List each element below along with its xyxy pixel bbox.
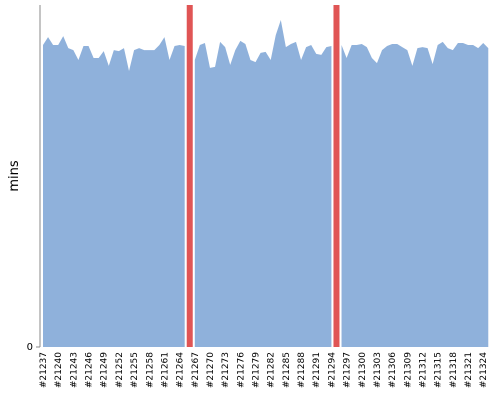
x-tick-label: #21306 xyxy=(388,352,398,388)
x-tick-label: #21291 xyxy=(312,352,322,388)
x-tick-label: #21249 xyxy=(100,352,110,388)
x-tick-label: #21315 xyxy=(434,352,444,388)
x-tick-label: #21309 xyxy=(403,352,413,388)
x-tick-label: #21243 xyxy=(69,352,79,388)
build-time-area xyxy=(194,20,332,347)
x-tick-label: #21237 xyxy=(39,352,49,388)
x-tick-label: #21324 xyxy=(479,352,489,388)
x-tick-label: #21282 xyxy=(267,352,277,388)
x-tick-label: #21264 xyxy=(176,352,186,388)
x-tick-label: #21303 xyxy=(373,352,383,388)
failed-build xyxy=(333,5,340,347)
x-tick-label: #21318 xyxy=(449,352,459,388)
failed-build xyxy=(186,5,193,347)
x-tick-label: #21279 xyxy=(252,352,262,388)
x-tick-label: #21276 xyxy=(236,352,246,388)
x-tick-label: #21240 xyxy=(54,352,64,388)
y-tick-label: 0 xyxy=(27,342,33,353)
x-tick-label: #21258 xyxy=(145,352,155,388)
x-tick-label: #21267 xyxy=(191,352,201,388)
x-tick-label: #21273 xyxy=(221,352,231,388)
x-tick-label: #21321 xyxy=(464,352,474,388)
x-tick-label: #21288 xyxy=(297,352,307,388)
x-tick-label: #21312 xyxy=(419,352,429,388)
build-time-area xyxy=(43,36,185,347)
x-tick-label: #21294 xyxy=(327,352,337,388)
x-tick-label: #21300 xyxy=(358,352,368,388)
y-axis-label: mins xyxy=(7,160,22,192)
x-tick-label: #21270 xyxy=(206,352,216,388)
x-tick-label: #21252 xyxy=(115,352,125,388)
x-tick-label: #21255 xyxy=(130,352,140,388)
x-tick-label: #21285 xyxy=(282,352,292,388)
x-tick-label: #21297 xyxy=(343,352,353,388)
build-time-area xyxy=(341,41,489,347)
x-tick-label: #21261 xyxy=(160,352,170,388)
x-tick-label: #21246 xyxy=(85,352,95,388)
